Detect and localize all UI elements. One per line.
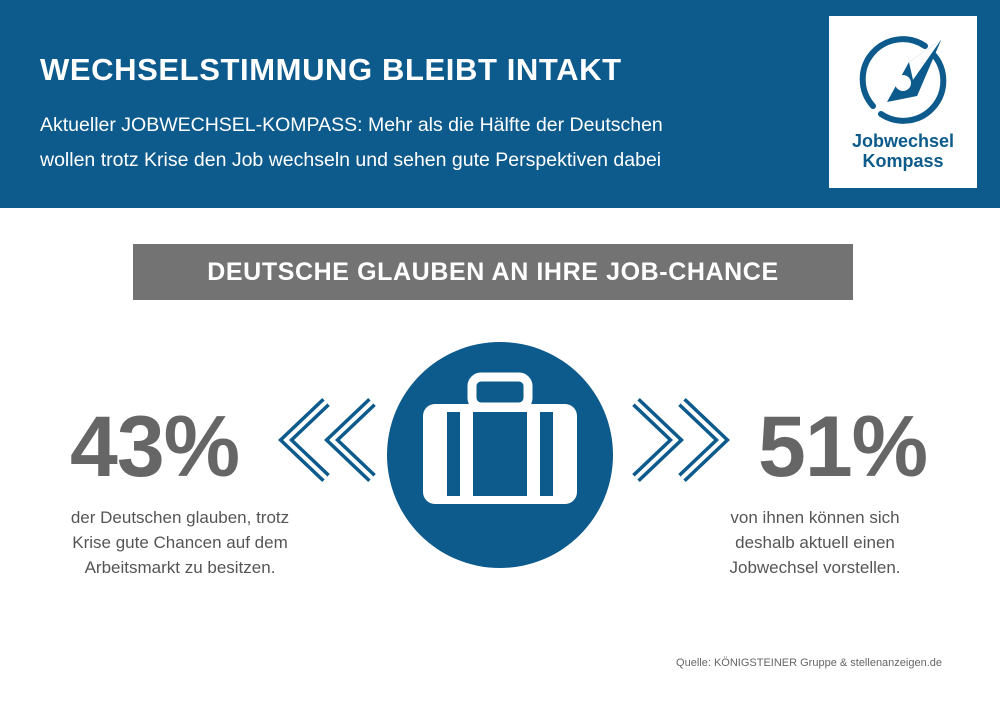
- suitcase-icon: [387, 342, 613, 568]
- logo-text-line-2: Kompass: [862, 151, 944, 171]
- double-chevron-right-icon: [632, 398, 730, 482]
- source-note: Quelle: KÖNIGSTEINER Gruppe & stellenanz…: [676, 657, 942, 669]
- header-bar: WECHSELSTIMMUNG BLEIBT INTAKT Aktueller …: [0, 0, 1000, 208]
- stat-right-line-1: von ihnen können sich: [730, 508, 900, 527]
- stat-right-line-2: deshalb aktuell einen: [735, 533, 895, 552]
- subtitle-line-1: Aktueller JOBWECHSEL-KOMPASS: Mehr als d…: [40, 114, 663, 136]
- page-title: WECHSELSTIMMUNG BLEIBT INTAKT: [40, 52, 622, 87]
- stat-right-description: von ihnen können sich deshalb aktuell ei…: [690, 505, 940, 580]
- stat-right-value: 51%: [758, 399, 928, 495]
- logo-text-line-1: Jobwechsel: [851, 131, 955, 151]
- stat-right-line-3: Jobwechsel vorstellen.: [729, 558, 901, 577]
- stat-left-value: 43%: [70, 399, 240, 495]
- section-banner: DEUTSCHE GLAUBEN AN IHRE JOB-CHANCE: [133, 244, 853, 300]
- stat-left-line-1: der Deutschen glauben, trotz: [70, 508, 290, 527]
- jobwechsel-kompass-logo: Jobwechsel Kompass: [829, 16, 977, 188]
- stat-left-line-2: Krise gute Chancen auf dem: [72, 533, 288, 552]
- page-subtitle: Aktueller JOBWECHSEL-KOMPASS: Mehr als d…: [40, 108, 820, 178]
- double-chevron-left-icon: [278, 398, 376, 482]
- stat-left-line-3: Arbeitsmarkt zu besitzen.: [84, 558, 276, 577]
- stat-left-description: der Deutschen glauben, trotz Krise gute …: [40, 505, 320, 580]
- subtitle-line-2: wollen trotz Krise den Job wechseln und …: [40, 149, 662, 171]
- compass-icon: [859, 36, 947, 124]
